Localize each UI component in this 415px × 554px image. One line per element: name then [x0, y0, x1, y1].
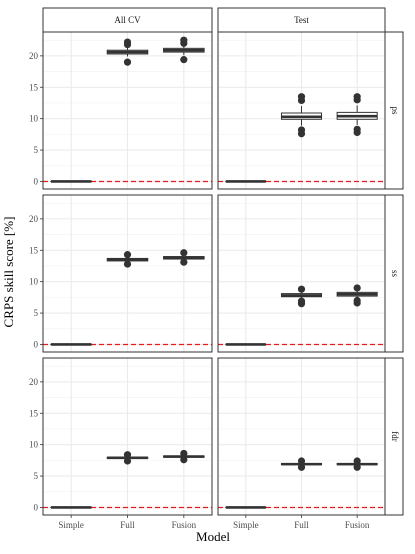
- outlier-point: [123, 457, 132, 465]
- y-tick-label: 15: [29, 82, 39, 92]
- outlier-point: [297, 457, 306, 465]
- outlier-point: [123, 251, 132, 259]
- outlier-point: [180, 249, 188, 257]
- outlier-point: [123, 58, 132, 66]
- panel-frames: [40, 7, 404, 518]
- outlier-point: [353, 284, 361, 292]
- y-tick-label: 10: [29, 440, 39, 450]
- y-tick-label: 5: [34, 145, 39, 155]
- x-tick-label: Full: [120, 520, 135, 530]
- x-axis-title: Model: [196, 529, 230, 544]
- panel-border: [217, 194, 386, 353]
- box-fusion: [163, 449, 205, 464]
- y-tick-label: 20: [29, 51, 39, 61]
- x-tick-label: Fusion: [345, 520, 370, 530]
- labels: All CV Test ps ss fdr 0 5 10 15 20 0 5 10 15 20 0 5 10 15 2…: [29, 15, 400, 530]
- box-full: [280, 93, 323, 138]
- outlier-point: [353, 125, 361, 133]
- strip-row-label: ps: [390, 106, 400, 115]
- strip-row-label: ss: [390, 270, 400, 278]
- outlier-point: [297, 297, 306, 305]
- panel-border: [42, 194, 213, 353]
- outlier-point: [353, 93, 361, 101]
- strip-column-label: Test: [294, 15, 309, 25]
- outlier-point: [297, 285, 306, 293]
- outlier-point: [180, 449, 188, 458]
- outlier-point: [123, 260, 132, 268]
- box-fusion: [163, 249, 205, 266]
- y-tick-label: 20: [29, 377, 39, 387]
- box-full: [280, 285, 323, 308]
- y-tick-label: 15: [29, 408, 39, 418]
- outlier-point: [123, 451, 132, 459]
- x-tick-label: Fusion: [172, 520, 197, 530]
- strip-column-label: All CV: [114, 15, 141, 25]
- outlier-point: [353, 457, 361, 465]
- box-full: [106, 451, 149, 465]
- box-fusion: [336, 284, 378, 307]
- outlier-point: [180, 456, 188, 464]
- outlier-point: [297, 463, 306, 471]
- y-tick-label: 0: [34, 176, 39, 186]
- y-axis-title: CRPS skill score [%]: [1, 217, 16, 328]
- outlier-point: [123, 40, 132, 49]
- outlier-point: [180, 56, 188, 64]
- panel-border: [42, 31, 213, 190]
- y-tick-label: 5: [34, 308, 39, 318]
- gridlines: [43, 32, 385, 515]
- box-fusion: [163, 36, 205, 64]
- reference-lines: [43, 180, 385, 509]
- outlier-point: [180, 258, 188, 266]
- y-tick-label: 5: [34, 471, 39, 481]
- outlier-point: [353, 463, 361, 471]
- box-full: [106, 38, 149, 66]
- box-fusion: [336, 93, 378, 137]
- outlier-point: [297, 126, 306, 134]
- box-full: [106, 251, 149, 268]
- strip-row-label: fdr: [390, 431, 400, 442]
- box-fusion: [336, 457, 378, 471]
- boxes: [50, 36, 378, 509]
- outlier-point: [180, 39, 188, 47]
- y-tick-label: 10: [29, 277, 39, 287]
- box-full: [280, 457, 323, 471]
- y-tick-label: 0: [34, 502, 39, 512]
- strip-column: [42, 7, 213, 33]
- outlier-point: [297, 93, 306, 101]
- y-tick-label: 10: [29, 114, 39, 124]
- y-tick-label: 0: [34, 339, 39, 349]
- outlier-point: [353, 296, 361, 305]
- panel-border: [217, 31, 386, 190]
- x-tick-label: Simple: [233, 520, 259, 530]
- x-tick-label: Simple: [58, 520, 84, 530]
- y-tick-label: 20: [29, 214, 39, 224]
- y-tick-label: 15: [29, 245, 39, 255]
- x-tick-label: Full: [294, 520, 309, 530]
